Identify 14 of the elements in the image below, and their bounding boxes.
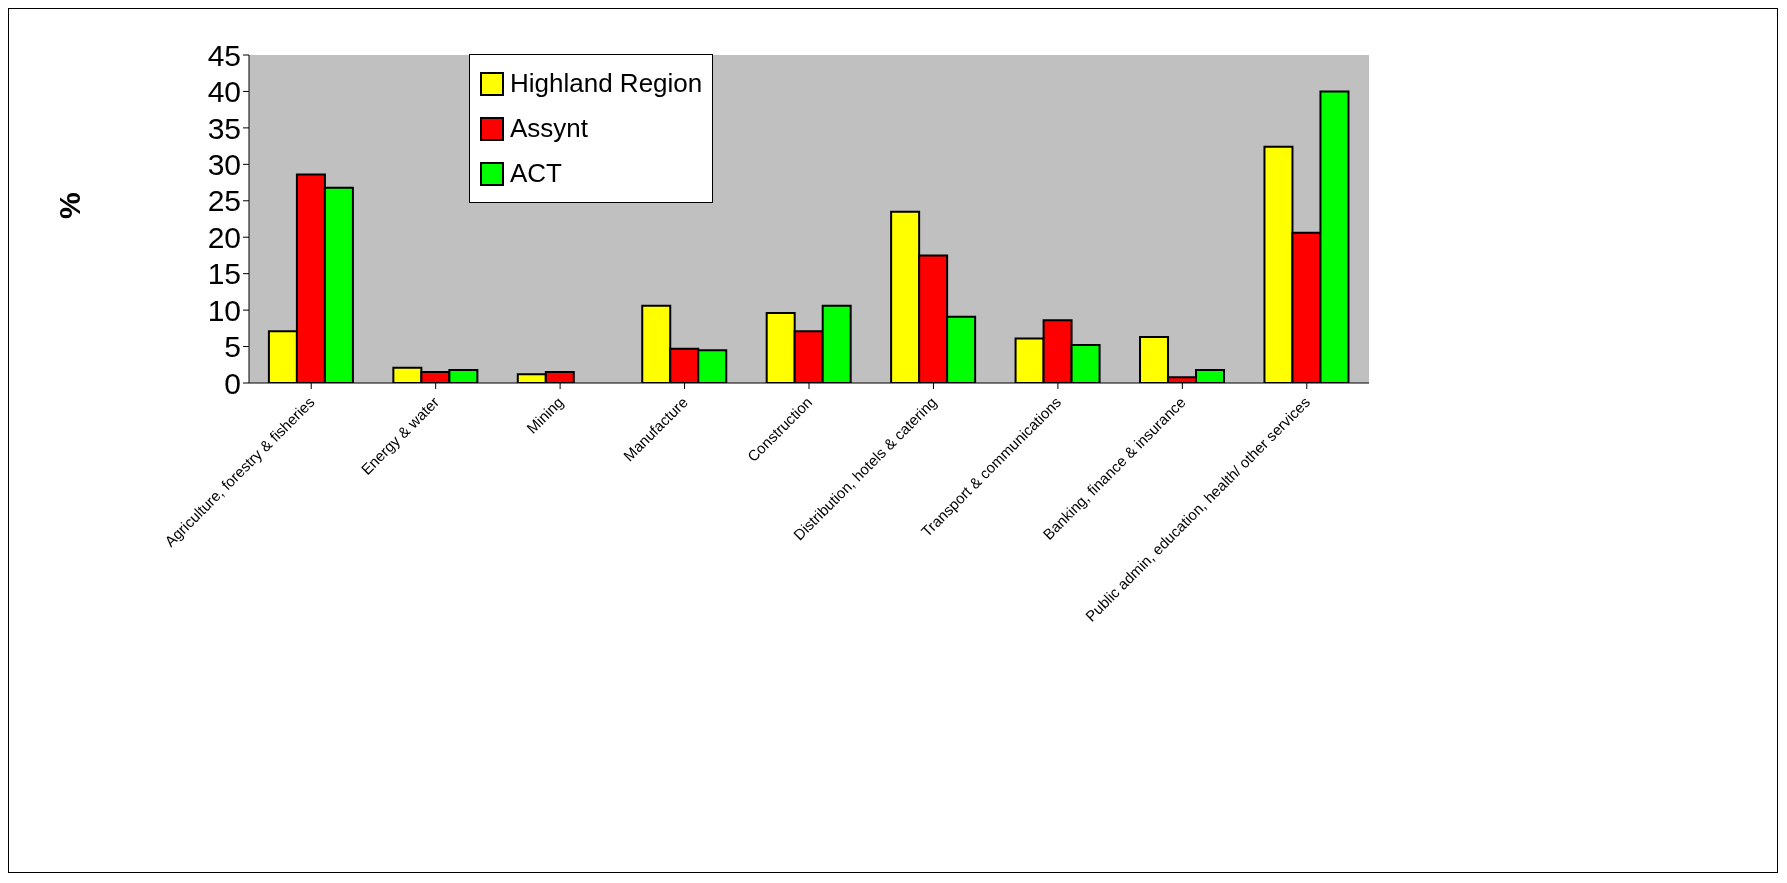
- y-tick-label: 35: [207, 111, 241, 145]
- y-tick-label: 45: [207, 38, 241, 72]
- legend-label: ACT: [510, 158, 562, 189]
- y-tick-label: 40: [207, 75, 241, 109]
- y-tick-label: 25: [207, 184, 241, 218]
- legend-label: Assynt: [510, 113, 589, 144]
- y-tick-label: 15: [207, 257, 241, 291]
- y-tick-label: 20: [207, 220, 241, 254]
- y-axis-title: %: [52, 192, 86, 219]
- legend-label: Highland Region: [510, 68, 703, 99]
- y-tick-label: 5: [224, 330, 241, 364]
- y-tick-label: 10: [207, 293, 241, 327]
- y-tick-label: 0: [224, 366, 241, 400]
- y-tick-label: 30: [207, 147, 241, 181]
